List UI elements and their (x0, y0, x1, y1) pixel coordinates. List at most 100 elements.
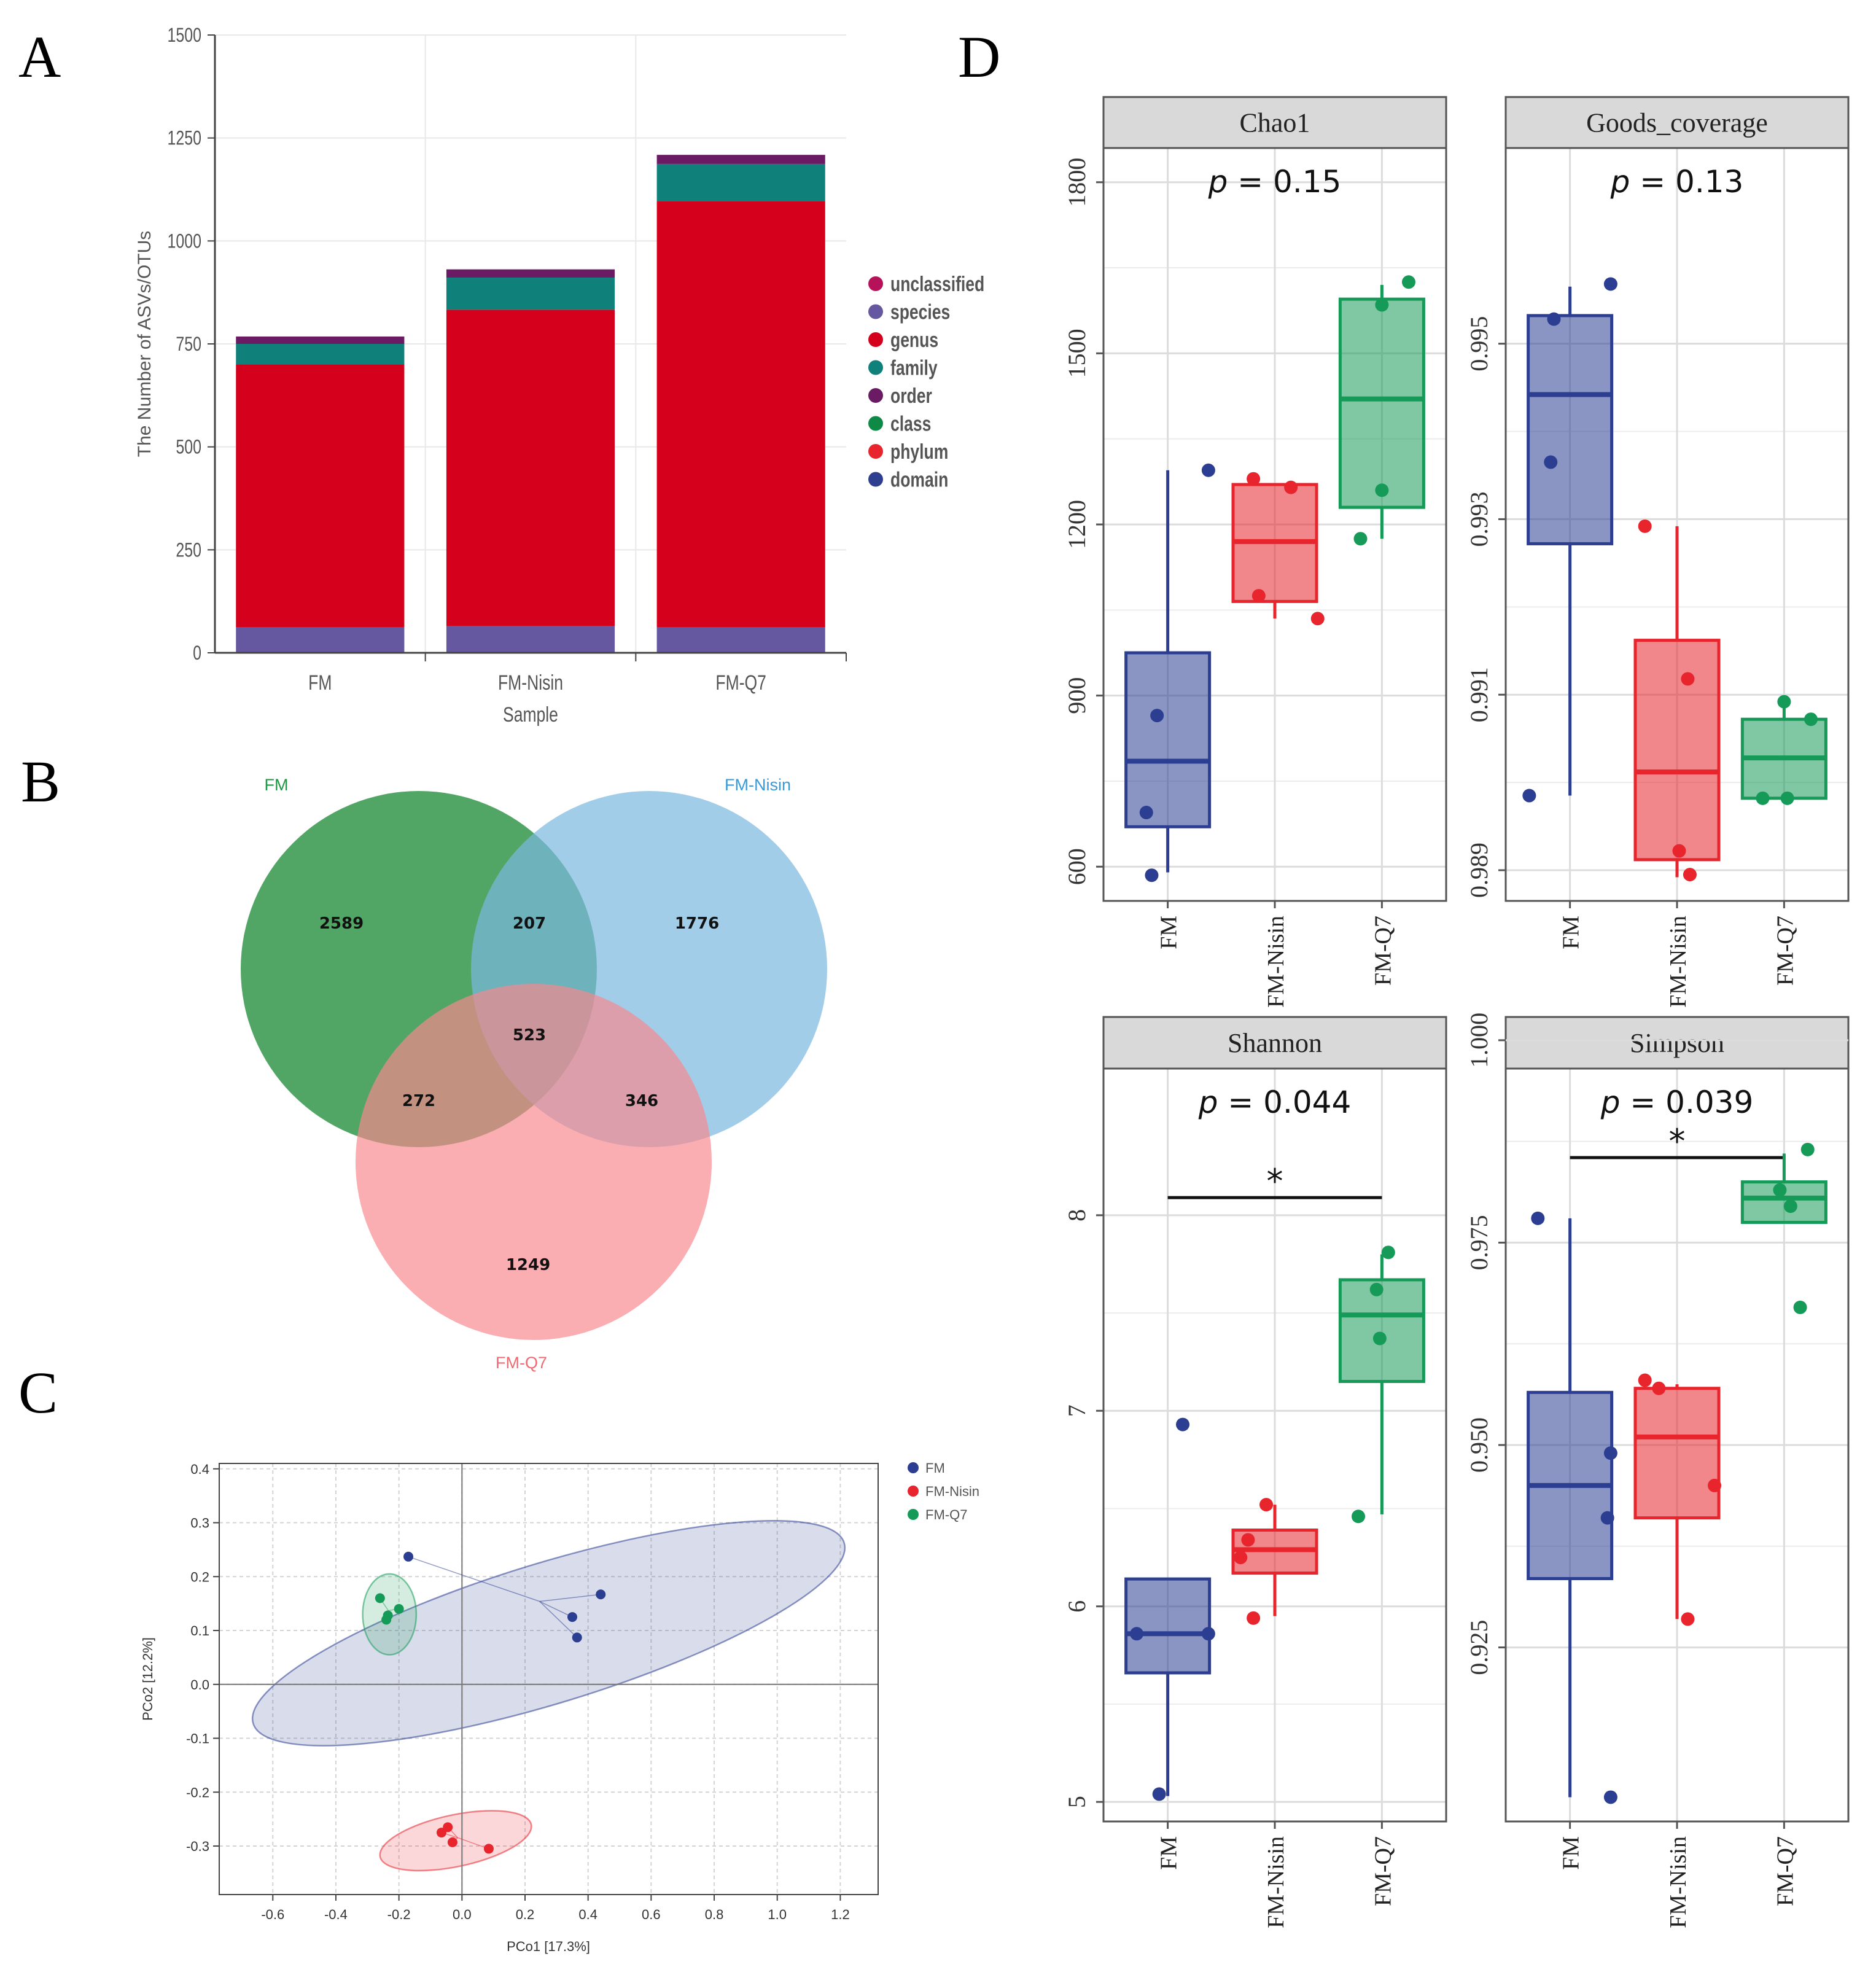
d-p-value: = 0.044 (1228, 1085, 1351, 1120)
d-point (1600, 1511, 1614, 1525)
c-x-tick-label: 1.2 (831, 1907, 850, 1922)
d-x-tick-label: FM-Q7 (1370, 1836, 1396, 1906)
a-x-tick-label: FM (308, 671, 332, 695)
a-legend-label: domain (890, 468, 948, 491)
a-y-tick-label: 500 (176, 437, 201, 459)
d-p-value-label: p = 0.044 (1198, 1085, 1352, 1120)
c-y-axis-label: PCo2 [12.2%] (140, 1637, 155, 1721)
d-y-tick-label: 7 (1063, 1404, 1091, 1417)
a-bar-species (236, 627, 405, 653)
d-y-tick-label: 1500 (1063, 329, 1091, 378)
d-point (1259, 1498, 1274, 1512)
d-point (1547, 312, 1561, 326)
d-y-tick-label: 0.975 (1465, 1215, 1493, 1270)
venn-set-label-fm-q7: FM-Q7 (496, 1354, 547, 1372)
d-point (1531, 1211, 1545, 1225)
d-point (1251, 589, 1266, 603)
d-point (1804, 712, 1818, 727)
a-legend-label: genus (890, 329, 938, 352)
d-y-tick-label: 8 (1063, 1209, 1091, 1221)
d-point (1672, 844, 1686, 858)
a-y-axis-label: The Number of ASVs/OTUs (134, 231, 155, 457)
d-facet-shannon: Shannon 5 6 7 8 p = 0.044 * FM FM-Nisin FM-Q7 (1063, 1016, 1447, 1928)
c-y-tick-label: 0.4 (190, 1462, 209, 1477)
venn-count-fm-q7: 272 (402, 1092, 435, 1110)
d-box (1338, 297, 1425, 509)
d-point (1375, 483, 1389, 497)
a-legend-label: phylum (890, 440, 948, 464)
d-p-symbol: p (1610, 164, 1640, 200)
c-point-FM_Q7 (394, 1603, 404, 1614)
d-point (1234, 1551, 1248, 1565)
a-legend-marker (868, 388, 883, 403)
a-legend-marker (868, 304, 883, 319)
d-point (1201, 1627, 1215, 1641)
a-y-tick-label: 1000 (167, 230, 201, 252)
c-x-tick-label: -0.2 (387, 1907, 411, 1922)
d-box (1338, 1278, 1425, 1384)
d-p-symbol: p (1208, 164, 1238, 200)
d-point (1603, 277, 1617, 291)
d-y-tick-label: 0.995 (1465, 316, 1493, 372)
d-p-value-label: p = 0.13 (1610, 164, 1744, 200)
c-ticks: -0.6 -0.4 -0.2 0.0 0.2 0.4 0.6 0.8 1.0 1.2 -0.3 -0.… (186, 1462, 850, 1922)
a-bar-family (446, 278, 615, 310)
a-legend-label: order (890, 384, 932, 408)
a-y-tick-label: 0 (193, 642, 201, 664)
d-point (1310, 612, 1325, 626)
d-point (1708, 1478, 1722, 1492)
d-point (1152, 1787, 1166, 1801)
c-spider-line (539, 1600, 573, 1618)
d-x-tick-label: FM (1156, 916, 1182, 949)
d-point (1145, 868, 1159, 882)
a-x-axis-label: Sample (503, 703, 558, 727)
c-x-tick-label: -0.4 (324, 1907, 348, 1922)
c-point-FM_Q7 (383, 1610, 393, 1621)
c-point-FM_Nisin (447, 1837, 457, 1847)
d-point (1130, 1627, 1144, 1641)
c-legend-marker (908, 1486, 919, 1497)
c-legend-label: FM-Q7 (925, 1507, 967, 1522)
d-y-tick-label: 600 (1063, 848, 1091, 885)
a-legend-marker (868, 360, 883, 375)
d-y-tick-label: 0.991 (1465, 667, 1493, 722)
a-bar-order (236, 336, 405, 344)
a-bar-genus (236, 364, 405, 628)
c-spider-line (457, 1837, 489, 1850)
c-point-FM (403, 1551, 414, 1562)
d-x-tick-label: FM (1156, 1836, 1182, 1870)
c-y-tick-label: 0.2 (190, 1569, 209, 1584)
d-point (1139, 806, 1153, 820)
d-p-value: = 0.039 (1630, 1085, 1753, 1120)
d-point (1522, 789, 1536, 803)
c-ellipse-FM (251, 1520, 846, 1747)
d-strip-title: Chao1 (1240, 108, 1310, 138)
d-box (1527, 314, 1614, 545)
d-y-tick-label: 0.950 (1465, 1417, 1493, 1473)
venn-count-all: 523 (513, 1026, 546, 1045)
c-point-FM_Nisin (483, 1844, 494, 1854)
c-x-tick-label: 0.6 (642, 1907, 661, 1922)
d-p-value-label: p = 0.15 (1208, 164, 1342, 200)
d-y-tick-label: 900 (1063, 677, 1091, 714)
a-bar-order (656, 155, 825, 164)
a-bar-genus (656, 201, 825, 628)
d-point (1780, 791, 1794, 805)
c-y-tick-label: 0.0 (190, 1677, 209, 1693)
a-y-ticks: 0 250 500 750 1000 1250 1500 (167, 25, 215, 664)
a-legend-marker (868, 472, 883, 487)
d-y-tick-label: 1.000 (1465, 1013, 1493, 1068)
d-p-symbol: p (1198, 1085, 1228, 1120)
panel-b-venn-diagram: FM FM-Nisin FM-Q7 2589 1776 1249 207 272… (241, 776, 827, 1372)
venn-count-fm-only: 2589 (319, 914, 364, 933)
venn-count-fm-nisin: 207 (513, 914, 546, 933)
d-point (1381, 1245, 1395, 1260)
d-box (1740, 1180, 1827, 1224)
c-point-FM_Nisin (443, 1822, 453, 1833)
a-legend-marker (868, 332, 883, 347)
d-y-tick-label: 6 (1063, 1600, 1091, 1613)
d-point (1201, 463, 1215, 477)
c-x-tick-label: -0.6 (261, 1907, 284, 1922)
c-y-tick-label: -0.3 (186, 1839, 209, 1854)
